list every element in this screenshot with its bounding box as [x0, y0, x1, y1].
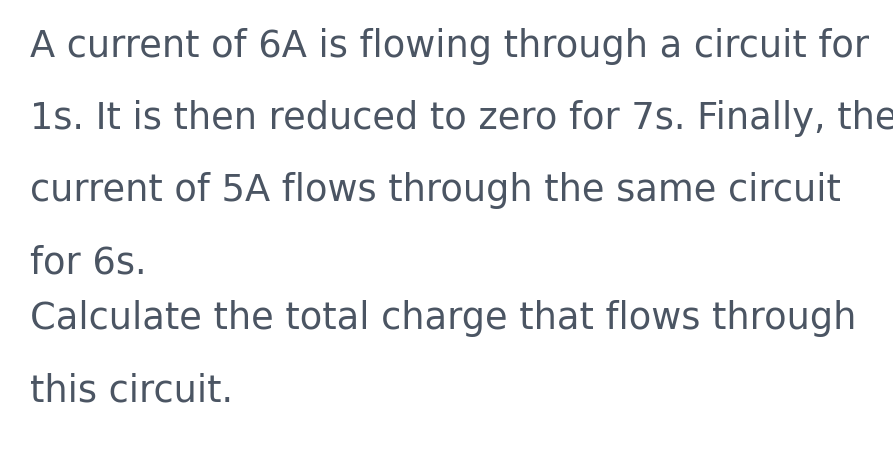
- Text: A current of 6A is flowing through a circuit for: A current of 6A is flowing through a cir…: [30, 28, 869, 65]
- Text: current of 5A flows through the same circuit: current of 5A flows through the same cir…: [30, 172, 841, 209]
- Text: 1s. It is then reduced to zero for 7s. Finally, the: 1s. It is then reduced to zero for 7s. F…: [30, 100, 893, 137]
- Text: Calculate the total charge that flows through: Calculate the total charge that flows th…: [30, 300, 856, 337]
- Text: for 6s.: for 6s.: [30, 244, 146, 281]
- Text: this circuit.: this circuit.: [30, 372, 233, 409]
